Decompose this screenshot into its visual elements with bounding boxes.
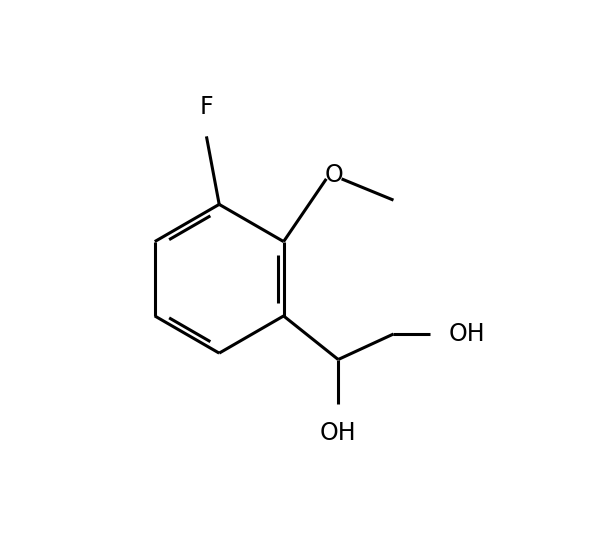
Text: OH: OH <box>320 421 356 445</box>
Text: F: F <box>199 95 213 119</box>
Text: O: O <box>325 163 344 187</box>
Text: OH: OH <box>448 322 485 346</box>
